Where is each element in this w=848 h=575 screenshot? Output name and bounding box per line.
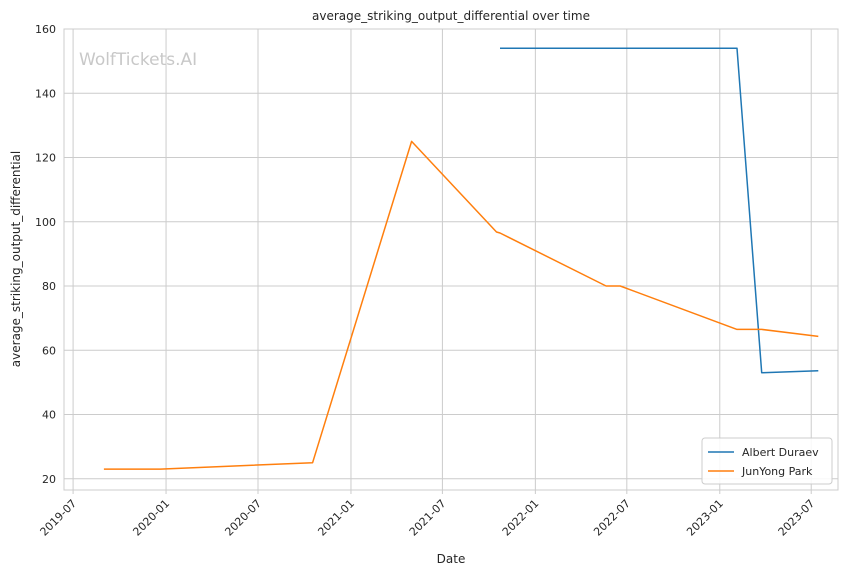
- y-tick-label: 60: [42, 344, 56, 357]
- y-tick-label: 100: [35, 216, 56, 229]
- plot-frame: [63, 28, 839, 491]
- legend-box: [701, 437, 833, 485]
- legend-label: Albert Duraev: [742, 446, 819, 459]
- series-line-albert-duraev: [500, 47, 819, 374]
- y-tick-label: 160: [35, 23, 56, 36]
- x-axis-title: Date: [437, 552, 466, 566]
- series-line-junyong-park: [103, 140, 819, 470]
- series-lines: [103, 47, 819, 470]
- legend-label: JunYong Park: [741, 465, 813, 478]
- y-axis-ticks: 20 40 60 80 100 120 140 160: [35, 23, 56, 486]
- chart-title: average_striking_output_differential ove…: [312, 9, 590, 23]
- y-tick-label: 40: [42, 409, 56, 422]
- legend: Albert Duraev JunYong Park: [701, 437, 833, 485]
- y-tick-label: 20: [42, 473, 56, 486]
- y-tick-label: 140: [35, 87, 56, 100]
- y-axis-title: average_striking_output_differential: [9, 151, 23, 367]
- y-tick-label: 120: [35, 152, 56, 165]
- y-tick-label: 80: [42, 280, 56, 293]
- watermark-text: WolfTickets.AI: [79, 50, 197, 70]
